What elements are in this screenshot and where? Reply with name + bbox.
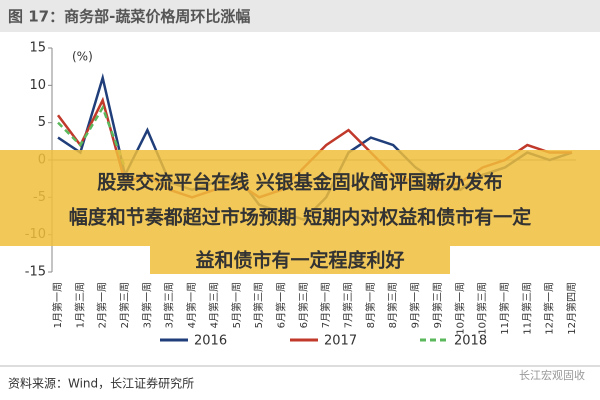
overlay-text: 益和债市有一定程度利好 (195, 249, 404, 272)
source: 资料来源：Wind，长江证券研究所 (8, 376, 194, 391)
overlay-text: 幅度和节奏都超过市场预期 短期内对权益和债市有一定 (69, 206, 532, 229)
x-tick-label: 5月第一周 (230, 282, 243, 328)
series-line (57, 104, 127, 168)
x-tick-label: 5月第三周 (252, 282, 265, 328)
x-tick-label: 6月第三周 (297, 282, 310, 328)
x-tick-label: 10月第三周 (476, 282, 489, 335)
watermark: 长江宏观固收 (519, 368, 585, 382)
x-tick-label: 7月第三周 (342, 282, 355, 328)
overlay-banner (0, 150, 600, 246)
legend-label: 2016 (194, 334, 227, 349)
overlay-banner-tail (150, 246, 450, 274)
x-tick-label: 7月第一周 (319, 282, 332, 328)
x-tick-label: 2月第三周 (118, 282, 131, 328)
y-tick-label: -15 (25, 265, 46, 280)
x-tick-label: 12月第一周 (543, 282, 556, 335)
x-tick-label: 4月第三周 (207, 282, 220, 328)
y-tick-label: 15 (29, 41, 46, 56)
x-tick-label: 1月第三周 (73, 282, 86, 328)
title-bar (0, 0, 600, 32)
x-tick-label: 10月第一周 (453, 282, 466, 335)
x-tick-label: 6月第一周 (274, 282, 287, 328)
x-tick-label: 8月第三周 (386, 282, 399, 328)
x-tick-label: 4月第一周 (185, 282, 198, 328)
x-tick-label: 3月第一周 (140, 282, 153, 328)
legend-label: 2017 (324, 334, 357, 349)
x-tick-label: 1月第一周 (51, 282, 64, 328)
x-tick-label: 9月第一周 (409, 282, 422, 328)
x-tick-label: 2月第一周 (96, 282, 109, 328)
chart-title: 图 17：商务部-蔬菜价格周环比涨幅 (8, 8, 250, 26)
x-tick-label: 11月第三周 (520, 282, 533, 335)
x-tick-label: 12月第四周 (565, 282, 578, 335)
y-tick-label: 10 (29, 78, 46, 93)
overlay-text: 股票交流平台在线 兴银基金固收简评国新办发布 (97, 171, 503, 194)
x-tick-label: 3月第三周 (163, 282, 176, 328)
x-tick-label: 8月第一周 (364, 282, 377, 328)
y-label: (%) (72, 50, 93, 64)
x-tick-label: 11月第一周 (498, 282, 511, 335)
legend-label: 2018 (454, 334, 487, 349)
y-tick-label: 5 (38, 115, 46, 130)
x-tick-label: 9月第三周 (431, 282, 444, 328)
